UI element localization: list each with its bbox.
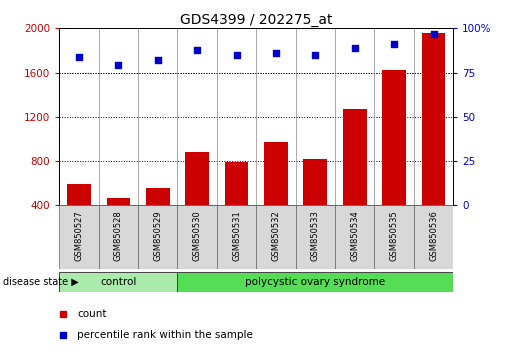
Bar <box>422 33 445 250</box>
Point <box>193 47 201 52</box>
Text: GSM850534: GSM850534 <box>350 210 359 261</box>
Bar <box>335 205 374 269</box>
Bar <box>107 198 130 250</box>
Point <box>430 31 438 36</box>
Text: GSM850530: GSM850530 <box>193 210 201 261</box>
Text: GSM850529: GSM850529 <box>153 210 162 261</box>
Bar <box>296 205 335 269</box>
Text: GSM850527: GSM850527 <box>75 210 83 261</box>
Text: GSM850535: GSM850535 <box>390 210 399 261</box>
Point <box>272 50 280 56</box>
Bar <box>414 205 453 269</box>
Bar <box>382 70 406 250</box>
Bar <box>146 188 169 250</box>
Text: GSM850532: GSM850532 <box>271 210 280 261</box>
Bar <box>138 205 177 269</box>
Point <box>114 63 123 68</box>
Bar <box>59 272 177 292</box>
Text: polycystic ovary syndrome: polycystic ovary syndrome <box>245 277 385 287</box>
Title: GDS4399 / 202275_at: GDS4399 / 202275_at <box>180 13 333 27</box>
Bar <box>225 162 248 250</box>
Point <box>351 45 359 51</box>
Text: GSM850531: GSM850531 <box>232 210 241 261</box>
Point <box>153 57 162 63</box>
Bar <box>374 205 414 269</box>
Text: percentile rank within the sample: percentile rank within the sample <box>77 330 253 341</box>
Point <box>390 41 398 47</box>
Text: GSM850528: GSM850528 <box>114 210 123 261</box>
Point <box>232 52 241 58</box>
Text: count: count <box>77 309 107 319</box>
Bar <box>177 272 453 292</box>
Text: disease state ▶: disease state ▶ <box>3 277 78 287</box>
Text: GSM850536: GSM850536 <box>429 210 438 261</box>
Bar <box>177 205 217 269</box>
Bar <box>256 205 296 269</box>
Point <box>75 54 83 59</box>
Bar <box>264 142 288 250</box>
Bar <box>67 184 91 250</box>
Bar <box>343 109 367 250</box>
Bar <box>99 205 138 269</box>
Bar <box>303 159 327 250</box>
Text: GSM850533: GSM850533 <box>311 210 320 261</box>
Bar <box>217 205 256 269</box>
Bar <box>59 205 99 269</box>
Point <box>311 52 319 58</box>
Bar <box>185 152 209 250</box>
Text: control: control <box>100 277 136 287</box>
